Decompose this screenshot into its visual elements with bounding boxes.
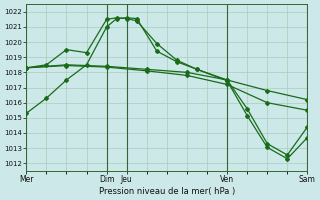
X-axis label: Pression niveau de la mer( hPa ): Pression niveau de la mer( hPa ) [99, 187, 235, 196]
